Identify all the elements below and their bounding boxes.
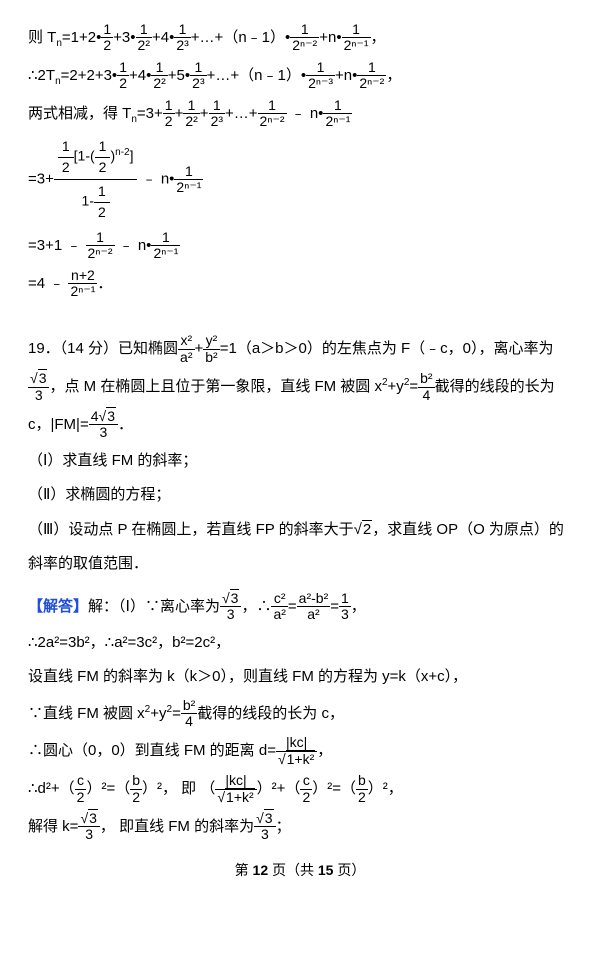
solution-6: ∴d²+（c2）²=（b2）²， 即 （|kc|1+k²）²+（c2）²=（b2… (28, 773, 572, 805)
solution-3: 设直线 FM 的斜率为 k（k＞0），则直线 FM 的方程为 y=k（x+c）， (28, 663, 572, 692)
line-2: ∴2Tn=2+2+3•12+4•12²+5•12³+…+（n﹣1）•12ⁿ⁻³+… (28, 60, 572, 92)
question-19-cont2: c，|FM|=433． (28, 409, 572, 441)
part-1: （Ⅰ）求直线 FM 的斜率； (28, 447, 572, 476)
line-3: 两式相减，得 Tn=3+12+12²+12³+…+12ⁿ⁻² ﹣ n•12ⁿ⁻¹ (28, 98, 572, 130)
question-19-cont: 33，点 M 在椭圆上且位于第一象限，直线 FM 被圆 x2+y2=b²4截得的… (28, 371, 572, 403)
part-2: （Ⅱ）求椭圆的方程； (28, 481, 572, 510)
solution-4: ∵直线 FM 被圆 x2+y2=b²4截得的线段的长为 c， (28, 698, 572, 730)
part-3: （Ⅲ）设动点 P 在椭圆上，若直线 FP 的斜率大于2，求直线 OP（O 为原点… (28, 516, 572, 545)
line-5: =3+1 ﹣ 12ⁿ⁻² ﹣ n•12ⁿ⁻¹ (28, 230, 572, 262)
solution-5: ∴圆心（0，0）到直线 FM 的距离 d=|kc|1+k²， (28, 735, 572, 767)
answer-label: 【解答】 (28, 598, 88, 615)
line-1: 则 Tn=1+2•12+3•12²+4•12³+…+（n﹣1）•12ⁿ⁻²+n•… (28, 22, 572, 54)
line-4: =3+12[1-(12)n-2]1-12 ﹣ n•12ⁿ⁻¹ (28, 135, 572, 224)
solution-7: 解得 k=33， 即直线 FM 的斜率为33； (28, 811, 572, 843)
line-6: =4 ﹣ n+22ⁿ⁻¹． (28, 268, 572, 300)
question-19: 19．（14 分）已知椭圆x²a²+y²b²=1（a＞b＞0）的左焦点为 F（﹣… (28, 333, 572, 365)
part-3b: 斜率的取值范围． (28, 550, 572, 579)
solution-2: ∴2a²=3b²，∴a²=3c²，b²=2c²， (28, 629, 572, 658)
solution-1: 【解答】解：（Ⅰ）∵离心率为33，∴c²a²=a²-b²a²=13， (28, 591, 572, 623)
page-footer: 第 12 页（共 15 页） (28, 857, 572, 884)
